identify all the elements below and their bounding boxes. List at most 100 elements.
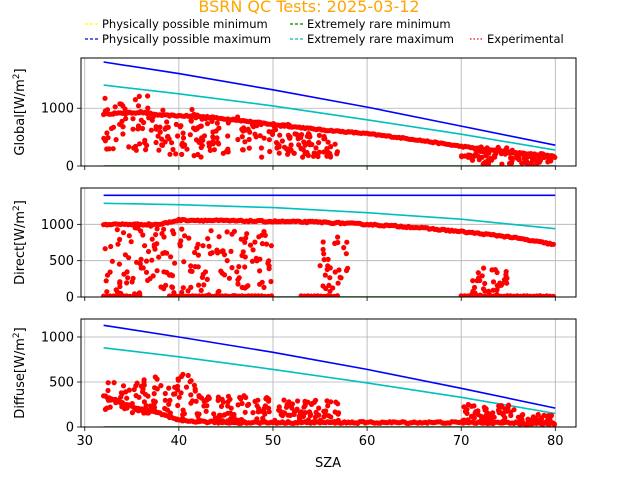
experimental-points (101, 93, 558, 166)
data-point (311, 150, 317, 156)
data-point (475, 419, 481, 425)
data-point (203, 116, 209, 122)
data-point (180, 285, 186, 291)
data-point (122, 106, 128, 112)
data-point (295, 136, 301, 142)
y-tick-label: 0 (66, 421, 74, 436)
data-point (326, 413, 332, 419)
data-point (173, 151, 179, 157)
data-point (199, 274, 205, 280)
data-point (186, 235, 192, 241)
y-tick-label: 0 (66, 291, 74, 306)
data-point (268, 278, 274, 285)
data-point (321, 257, 327, 263)
data-point (172, 391, 178, 397)
data-point (495, 144, 501, 150)
data-point (276, 150, 282, 156)
legend-entry: Extremely rare minimum (290, 17, 451, 31)
data-point (492, 154, 498, 160)
data-point (125, 275, 131, 281)
data-point (537, 417, 543, 423)
data-point (168, 272, 174, 278)
data-point (287, 412, 293, 418)
data-point (341, 245, 347, 251)
data-point (195, 252, 201, 258)
data-point (156, 254, 162, 260)
data-point (115, 241, 121, 247)
data-point (143, 269, 150, 275)
legend-label: Extremely rare maximum (307, 32, 454, 46)
data-point (118, 390, 124, 396)
data-point (162, 390, 168, 397)
data-point (130, 126, 136, 132)
data-point (227, 396, 233, 402)
data-point (266, 409, 272, 415)
data-point (481, 149, 487, 155)
data-point (110, 124, 117, 130)
panel-diffuse: 30 40 50 60 70 80 0 500 1000 Diffuse[W/m2] (12, 318, 577, 449)
data-point (484, 145, 490, 151)
data-point (320, 239, 326, 245)
data-point (102, 95, 108, 101)
data-point (164, 134, 171, 140)
data-point (123, 116, 129, 122)
data-point (175, 376, 181, 382)
data-point (481, 404, 487, 410)
data-point (117, 280, 123, 286)
data-point (149, 257, 155, 263)
data-point (278, 123, 284, 129)
data-point (178, 123, 184, 129)
data-point (137, 293, 143, 297)
data-point (336, 267, 342, 273)
data-point (550, 241, 557, 247)
data-point (160, 107, 166, 113)
y-axis-label-superscript: 2 (12, 73, 22, 79)
data-point (152, 399, 158, 405)
data-point (494, 287, 500, 293)
data-point (119, 400, 126, 406)
data-point (185, 372, 191, 379)
data-point (142, 243, 148, 249)
data-point (124, 405, 130, 411)
data-point (126, 144, 132, 150)
data-point (335, 280, 341, 286)
data-point (261, 284, 267, 290)
data-point (237, 394, 243, 401)
data-point (534, 160, 540, 166)
data-point (225, 120, 231, 126)
data-point (216, 288, 222, 294)
data-point (215, 250, 221, 256)
data-point (104, 289, 110, 295)
data-point (257, 268, 263, 274)
data-point (249, 258, 255, 264)
data-point (335, 417, 341, 423)
data-point (132, 97, 138, 103)
data-point (474, 148, 480, 154)
data-point (133, 383, 139, 389)
data-point (169, 284, 176, 291)
data-point (301, 404, 307, 410)
data-point (210, 134, 216, 140)
data-point (217, 412, 223, 418)
data-point (495, 419, 501, 425)
data-point (137, 109, 143, 115)
data-point (263, 396, 269, 402)
data-point (529, 162, 535, 166)
data-point (151, 242, 157, 248)
data-point (490, 410, 496, 416)
data-point (112, 104, 118, 110)
data-point (469, 156, 475, 162)
data-point (108, 243, 114, 250)
data-point (325, 263, 331, 269)
axes-frame (80, 318, 577, 428)
legend-entry: Physically possible minimum (85, 17, 268, 31)
chart-title: BSRN QC Tests: 2025-03-12 (198, 0, 419, 16)
data-point (259, 241, 265, 247)
data-point (102, 406, 108, 412)
data-point (321, 149, 327, 155)
data-point (105, 387, 111, 394)
data-point (252, 239, 258, 245)
data-point (258, 121, 264, 128)
data-point (316, 405, 322, 411)
